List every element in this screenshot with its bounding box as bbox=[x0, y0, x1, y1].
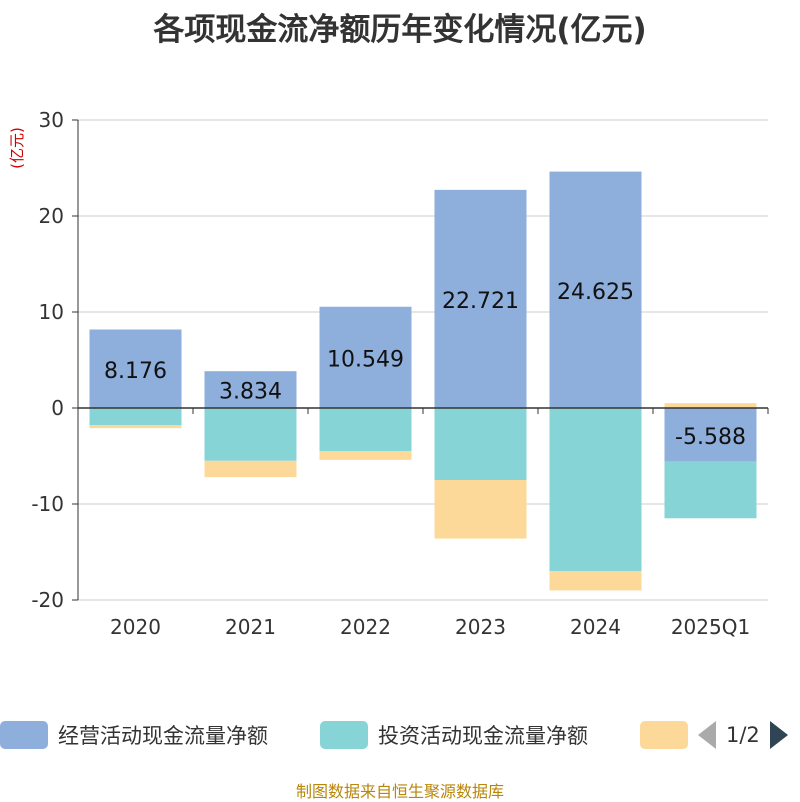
y-tick-label: 10 bbox=[39, 300, 64, 324]
chart-title: 各项现金流净额历年变化情况(亿元) bbox=[153, 12, 647, 48]
bar-2022-series-2 bbox=[319, 451, 412, 460]
x-tick-label: 2021 bbox=[225, 615, 276, 639]
legend-swatch-investing bbox=[320, 721, 368, 749]
y-tick-label: 20 bbox=[39, 204, 64, 228]
x-tick-label: 2024 bbox=[570, 615, 621, 639]
bar-2021-series-1 bbox=[204, 408, 297, 461]
legend-swatch-financing bbox=[640, 721, 688, 749]
bar-2023-series-1 bbox=[434, 408, 527, 480]
legend-item-operating[interactable]: 经营活动现金流量净额 bbox=[0, 716, 268, 754]
labels-layer: 8.176 3.834 10.549 22.721 24.625 -5.588 bbox=[104, 280, 746, 450]
legend-label-investing: 投资活动现金流量净额 bbox=[378, 724, 588, 748]
legend-prev-arrow-icon[interactable] bbox=[698, 721, 716, 749]
data-label: 3.834 bbox=[219, 380, 282, 405]
y-axis-label: (亿元) bbox=[8, 127, 26, 169]
y-tick-label: -20 bbox=[31, 588, 64, 612]
stacked-bar-chart: -20 -10 0 10 20 30 (亿元) 2020 2021 2022 2023 2024 202… bbox=[8, 108, 769, 639]
bar-2021-series-2 bbox=[204, 460, 297, 478]
x-tick-label: 2023 bbox=[455, 615, 506, 639]
legend-item-investing[interactable]: 投资活动现金流量净额 bbox=[320, 716, 588, 754]
bar-2023-series-2 bbox=[434, 480, 527, 539]
data-label: 10.549 bbox=[327, 347, 404, 372]
bars-layer bbox=[89, 171, 757, 591]
data-label: 22.721 bbox=[442, 289, 519, 314]
bar-2025Q1-series-0 bbox=[664, 408, 757, 462]
bar-2020-series-1 bbox=[89, 408, 182, 426]
legend-next-arrow-icon[interactable] bbox=[769, 721, 788, 749]
data-label: 24.625 bbox=[557, 280, 634, 305]
data-label: -5.588 bbox=[675, 425, 746, 450]
bar-2024-series-2 bbox=[549, 571, 642, 591]
bar-2025Q1-series-1 bbox=[664, 461, 757, 519]
bar-2022-series-0 bbox=[319, 306, 412, 408]
legend-page-indicator: 1/2 bbox=[726, 723, 760, 747]
x-tick-label: 2025Q1 bbox=[671, 615, 750, 639]
x-tick-label: 2020 bbox=[110, 615, 161, 639]
bar-2023-series-0 bbox=[434, 189, 527, 408]
source-note: 制图数据来自恒生聚源数据库 bbox=[295, 782, 504, 801]
bar-2025Q1-series-2 bbox=[664, 403, 757, 408]
bar-2022-series-1 bbox=[319, 408, 412, 452]
grid-layer bbox=[78, 119, 768, 601]
legend-item-financing[interactable] bbox=[640, 716, 698, 754]
bar-2020-series-2 bbox=[89, 425, 182, 429]
legend-swatch-operating bbox=[0, 721, 48, 749]
axis-layer: -20 -10 0 10 20 30 (亿元) 2020 2021 2022 2023 2024 202… bbox=[8, 108, 769, 639]
bar-2024-series-1 bbox=[549, 408, 642, 572]
x-tick-label: 2022 bbox=[340, 615, 391, 639]
data-label: 8.176 bbox=[104, 359, 167, 384]
bar-2024-series-0 bbox=[549, 171, 642, 408]
y-tick-label: 0 bbox=[51, 396, 64, 420]
y-tick-label: -10 bbox=[31, 492, 64, 516]
y-tick-label: 30 bbox=[39, 108, 64, 132]
bar-2020-series-0 bbox=[89, 329, 182, 408]
legend-pager: 1/2 bbox=[698, 716, 788, 754]
legend-label-operating: 经营活动现金流量净额 bbox=[58, 724, 268, 748]
bar-2021-series-0 bbox=[204, 371, 297, 408]
legend: 经营活动现金流量净额 投资活动现金流量净额 1/2 bbox=[0, 716, 800, 754]
